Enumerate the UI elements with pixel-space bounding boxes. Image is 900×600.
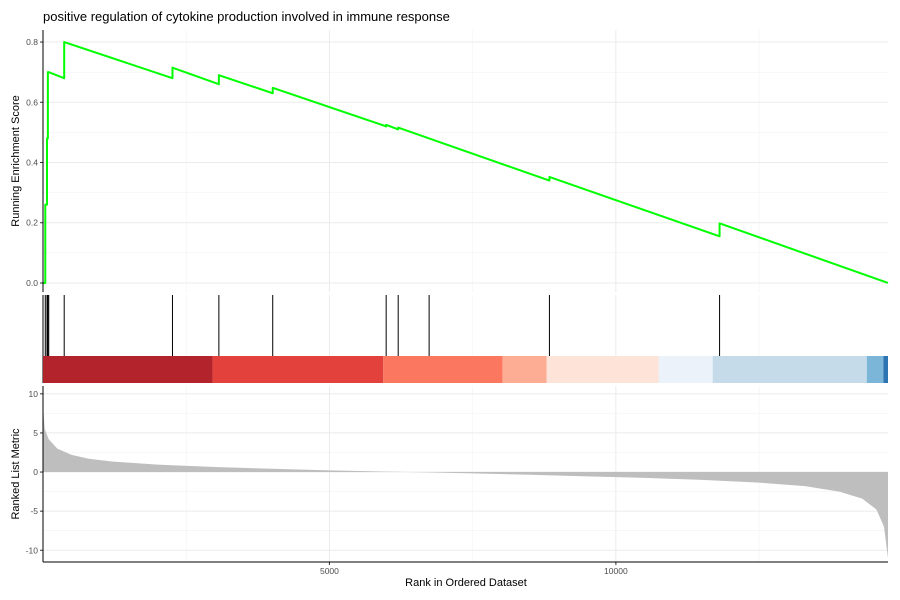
color-bar-segment <box>658 356 713 383</box>
color-bar-segment <box>212 356 384 383</box>
color-bar-segment <box>502 356 547 383</box>
x-tick-label: 5000 <box>320 566 339 576</box>
enrichment-y-tick-label: 0.2 <box>26 218 38 228</box>
rank-y-tick-label: -5 <box>30 506 38 516</box>
ranked-metric-area <box>43 405 888 559</box>
color-bar-segment <box>712 356 867 383</box>
enrichment-y-tick-label: 0.6 <box>26 97 38 107</box>
enrichment-score-line <box>43 41 889 284</box>
color-bar-segment <box>546 356 659 383</box>
enrichment-y-tick-label: 0.4 <box>26 158 38 168</box>
ranked-metric-panel: -10 -5 0 5 10 5000 10000 <box>26 386 888 576</box>
enrichment-y-axis-title: Running Enrichment Score <box>10 95 22 226</box>
ranked-metric-y-axis-title: Ranked List Metric <box>10 428 22 520</box>
rank-y-tick-label: 5 <box>33 428 38 438</box>
chart-title: positive regulation of cytokine producti… <box>43 9 450 24</box>
rank-color-bar <box>43 356 888 383</box>
color-bar-segment <box>883 356 888 383</box>
enrichment-y-tick-label: 0.0 <box>26 278 38 288</box>
rank-y-tick-label: 0 <box>33 467 38 477</box>
color-bar-segment <box>866 356 884 383</box>
rank-y-tick-label: -10 <box>26 545 39 555</box>
enrichment-y-tick-label: 0.8 <box>26 37 38 47</box>
rank-y-tick-label: 10 <box>29 389 39 399</box>
color-bar-segment <box>43 356 213 383</box>
enrichment-score-panel: 0.0 0.2 0.4 0.6 0.8 <box>26 30 889 292</box>
x-axis-title: Rank in Ordered Dataset <box>405 577 527 589</box>
color-bar-segment <box>383 356 503 383</box>
x-tick-label: 10000 <box>604 566 628 576</box>
